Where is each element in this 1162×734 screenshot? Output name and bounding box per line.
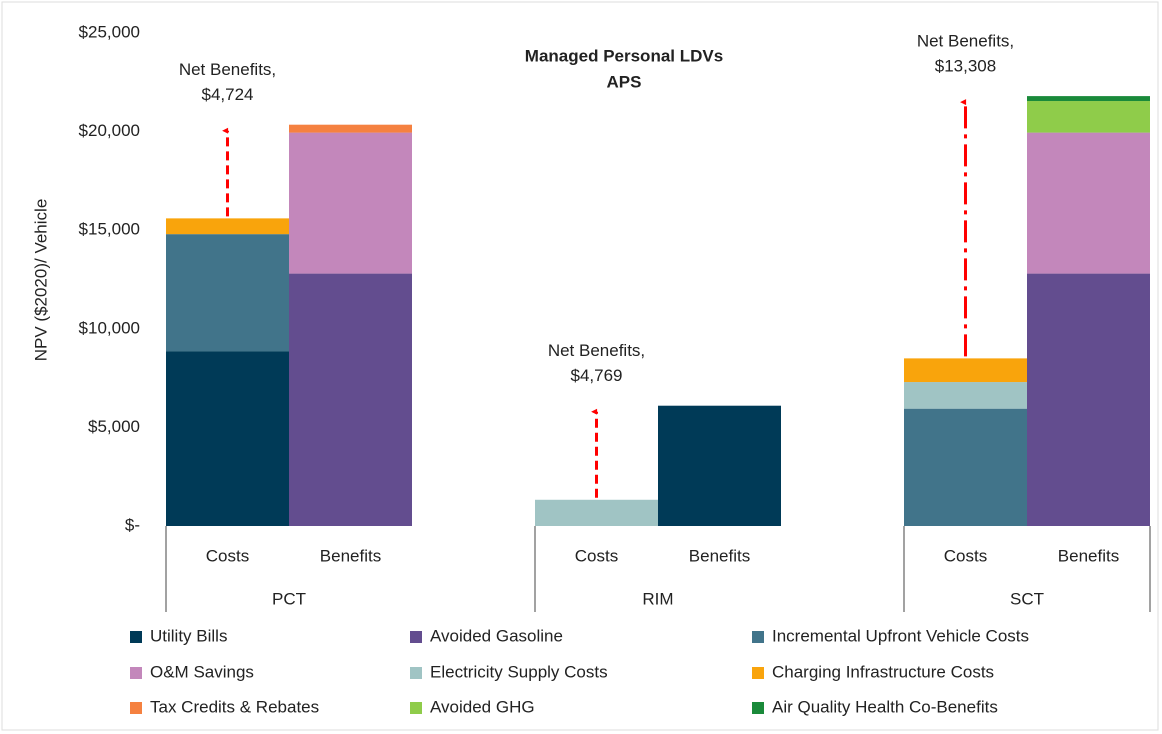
y-tick-label: $15,000 bbox=[79, 220, 140, 239]
x-tick-label: Benefits bbox=[1058, 546, 1119, 565]
bar-segment bbox=[289, 132, 412, 274]
y-tick-label: $5,000 bbox=[88, 417, 140, 436]
legend-swatch bbox=[410, 702, 422, 714]
group-label: RIM bbox=[642, 589, 673, 608]
bar-segment bbox=[1027, 273, 1150, 526]
legend-swatch bbox=[752, 667, 764, 679]
legend-swatch bbox=[410, 667, 422, 679]
bar-segment bbox=[166, 351, 289, 526]
y-tick-label: $25,000 bbox=[79, 22, 140, 41]
bar-segment bbox=[289, 124, 412, 133]
chart-title: APS bbox=[607, 72, 642, 91]
x-tick-label: Costs bbox=[575, 546, 618, 565]
legend-label: Utility Bills bbox=[150, 626, 227, 645]
bar-segment bbox=[904, 358, 1027, 383]
bar-segment bbox=[904, 408, 1027, 526]
annotation-text: Net Benefits, bbox=[917, 32, 1014, 51]
legend-label: Charging Infrastructure Costs bbox=[772, 662, 994, 681]
bar-segment bbox=[1027, 132, 1150, 274]
legend-label: Avoided Gasoline bbox=[430, 626, 563, 645]
bar-segment bbox=[1027, 96, 1150, 102]
legend-label: Electricity Supply Costs bbox=[430, 662, 608, 681]
bar-segment bbox=[658, 405, 781, 526]
annotation-value: $4,724 bbox=[202, 85, 254, 104]
chart-title: Managed Personal LDVs bbox=[525, 46, 723, 65]
legend-label: Incremental Upfront Vehicle Costs bbox=[772, 626, 1029, 645]
bar-segment bbox=[166, 218, 289, 235]
x-tick-label: Costs bbox=[206, 546, 249, 565]
legend-swatch bbox=[130, 631, 142, 643]
legend-label: Air Quality Health Co-Benefits bbox=[772, 697, 998, 716]
annotation-text: Net Benefits, bbox=[179, 60, 276, 79]
x-tick-label: Benefits bbox=[689, 546, 750, 565]
bar-segment bbox=[166, 234, 289, 352]
legend-swatch bbox=[752, 631, 764, 643]
legend-label: O&M Savings bbox=[150, 662, 254, 681]
annotation-text: Net Benefits, bbox=[548, 341, 645, 360]
y-tick-label: $20,000 bbox=[79, 121, 140, 140]
legend-swatch bbox=[130, 667, 142, 679]
x-tick-label: Benefits bbox=[320, 546, 381, 565]
group-label: SCT bbox=[1010, 589, 1044, 608]
group-label: PCT bbox=[272, 589, 306, 608]
annotation-value: $13,308 bbox=[935, 57, 996, 76]
bar-segment bbox=[289, 273, 412, 526]
legend-swatch bbox=[410, 631, 422, 643]
y-tick-label: $10,000 bbox=[79, 318, 140, 337]
legend-label: Avoided GHG bbox=[430, 697, 535, 716]
bar-segment bbox=[904, 382, 1027, 409]
annotation-value: $4,769 bbox=[571, 366, 623, 385]
y-axis-label: NPV ($2020)/ Vehicle bbox=[31, 199, 50, 362]
legend-swatch bbox=[130, 702, 142, 714]
legend-label: Tax Credits & Rebates bbox=[150, 697, 319, 716]
legend-swatch bbox=[752, 702, 764, 714]
bar-segment bbox=[535, 499, 658, 526]
bar-segment bbox=[1027, 101, 1150, 133]
y-tick-label: $- bbox=[125, 515, 140, 534]
x-tick-label: Costs bbox=[944, 546, 987, 565]
